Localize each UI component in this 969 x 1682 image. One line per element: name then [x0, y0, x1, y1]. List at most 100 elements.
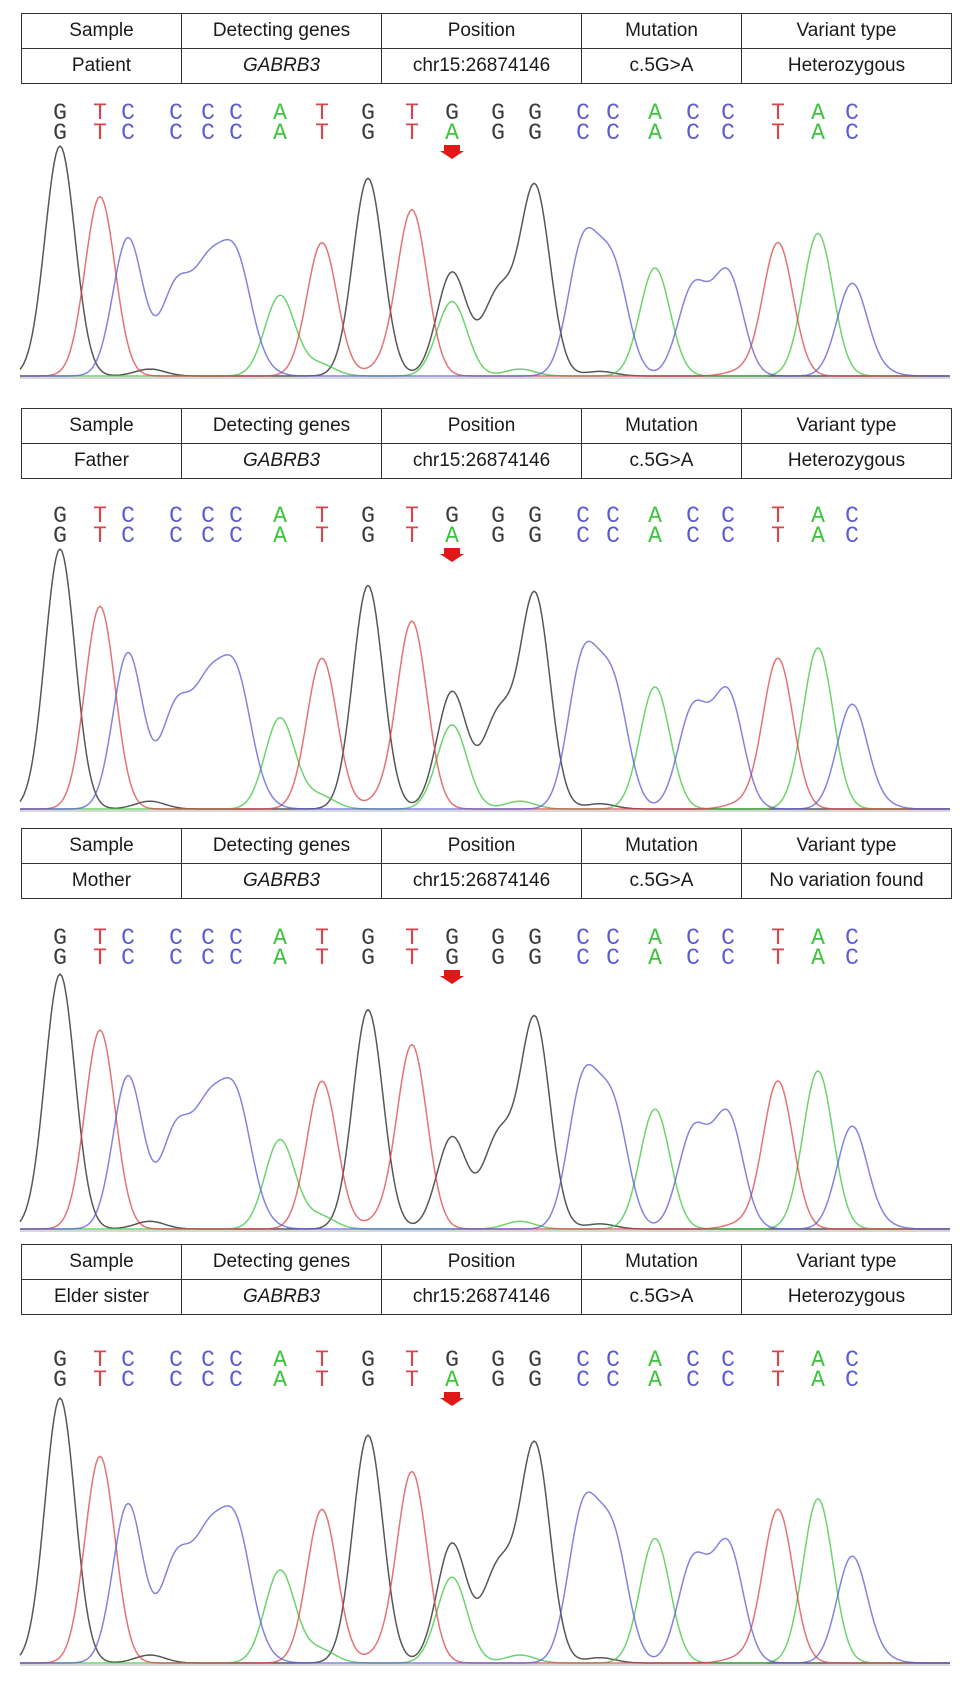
reference-base-12: G: [491, 503, 505, 529]
called-base-2: T: [93, 523, 107, 549]
base-calls-patient: G T C C C C A T G T G G G C C A C C T A CG T C C C C A T G T A G G C C A C C T…: [53, 100, 859, 159]
reference-base-19: T: [771, 1347, 785, 1373]
called-base-1: G: [53, 523, 67, 549]
reference-base-19: T: [771, 925, 785, 951]
called-base-5: C: [201, 120, 215, 146]
called-base-11: A: [445, 120, 459, 146]
reference-base-16: A: [648, 925, 662, 951]
trace-g-channel: [19, 1397, 950, 1664]
reference-base-4: C: [169, 1347, 183, 1373]
called-base-6: C: [229, 120, 243, 146]
header-mutation: Mutation: [581, 13, 742, 49]
reference-base-5: C: [201, 503, 215, 529]
header-detecting-genes: Detecting genes: [181, 408, 382, 444]
reference-base-13: G: [528, 100, 542, 126]
reference-base-19: T: [771, 100, 785, 126]
reference-base-8: T: [315, 925, 329, 951]
reference-base-1: G: [53, 100, 67, 126]
called-base-15: C: [606, 120, 620, 146]
called-base-4: C: [169, 945, 183, 971]
reference-base-6: C: [229, 1347, 243, 1373]
header-mutation: Mutation: [581, 1244, 742, 1280]
reference-base-10: T: [405, 503, 419, 529]
table-header-row: Sample Detecting genes Position Mutation…: [21, 13, 952, 49]
reference-base-8: T: [315, 503, 329, 529]
sequencing-panel-mother: Sample Detecting genes Position Mutation…: [0, 828, 969, 1246]
reference-base-15: C: [606, 1347, 620, 1373]
reference-base-14: C: [576, 925, 590, 951]
cell-mutation: c.5G>A: [581, 443, 742, 479]
called-base-9: G: [361, 945, 375, 971]
called-base-10: T: [405, 120, 419, 146]
reference-base-9: G: [361, 503, 375, 529]
reference-base-14: C: [576, 503, 590, 529]
called-base-13: G: [528, 523, 542, 549]
called-base-14: C: [576, 945, 590, 971]
cell-sample: Patient: [21, 48, 182, 84]
header-variant-type: Variant type: [741, 828, 952, 864]
called-base-19: T: [771, 523, 785, 549]
header-position: Position: [381, 408, 582, 444]
called-base-9: G: [361, 120, 375, 146]
table-row: Father GABRB3 chr15:26874146 c.5G>A Hete…: [21, 443, 952, 479]
called-base-6: C: [229, 945, 243, 971]
called-base-16: A: [648, 1367, 662, 1393]
reference-base-2: T: [93, 1347, 107, 1373]
variant-arrow-icon: [440, 970, 464, 984]
variant-arrow-icon: [440, 145, 464, 159]
called-base-18: C: [721, 1367, 735, 1393]
called-base-20: A: [811, 120, 825, 146]
reference-base-18: C: [721, 1347, 735, 1373]
called-base-14: C: [576, 1367, 590, 1393]
called-base-4: C: [169, 1367, 183, 1393]
called-base-10: T: [405, 523, 419, 549]
reference-base-10: T: [405, 925, 419, 951]
reference-base-21: C: [845, 1347, 859, 1373]
reference-base-11: G: [445, 1347, 459, 1373]
called-base-5: C: [201, 1367, 215, 1393]
called-base-12: G: [491, 523, 505, 549]
called-base-14: C: [576, 523, 590, 549]
reference-base-2: T: [93, 100, 107, 126]
called-base-17: C: [686, 523, 700, 549]
reference-base-17: C: [686, 100, 700, 126]
reference-base-4: C: [169, 100, 183, 126]
called-base-13: G: [528, 1367, 542, 1393]
reference-base-8: T: [315, 100, 329, 126]
reference-base-6: C: [229, 100, 243, 126]
called-base-12: G: [491, 120, 505, 146]
cell-sample: Mother: [21, 863, 182, 899]
called-base-20: A: [811, 523, 825, 549]
table-header-row: Sample Detecting genes Position Mutation…: [21, 828, 952, 864]
called-base-19: T: [771, 945, 785, 971]
called-base-9: G: [361, 1367, 375, 1393]
reference-base-19: T: [771, 503, 785, 529]
reference-base-10: T: [405, 1347, 419, 1373]
cell-variant-type: Heterozygous: [741, 443, 952, 479]
sequencing-panel-patient: Sample Detecting genes Position Mutation…: [0, 0, 969, 390]
called-base-10: T: [405, 1367, 419, 1393]
reference-base-5: C: [201, 100, 215, 126]
header-sample: Sample: [21, 828, 182, 864]
called-base-13: G: [528, 120, 542, 146]
reference-base-3: C: [121, 1347, 135, 1373]
reference-base-16: A: [648, 1347, 662, 1373]
cell-sample: Father: [21, 443, 182, 479]
reference-base-10: T: [405, 100, 419, 126]
table-header-row: Sample Detecting genes Position Mutation…: [21, 408, 952, 444]
trace-g-channel: [19, 973, 950, 1230]
called-base-3: C: [121, 120, 135, 146]
trace-c-channel: [20, 640, 950, 810]
called-base-8: T: [315, 523, 329, 549]
reference-base-1: G: [53, 1347, 67, 1373]
base-calls-father: G T C C C C A T G T G G G C C A C C T A CG T C C C C A T G T A G G C C A C C T…: [53, 503, 859, 562]
called-base-3: C: [121, 1367, 135, 1393]
trace-g-channel: [19, 145, 950, 377]
reference-base-13: G: [528, 503, 542, 529]
called-base-2: T: [93, 945, 107, 971]
info-table-patient: Sample Detecting genes Position Mutation…: [21, 13, 952, 84]
table-row: Elder sister GABRB3 chr15:26874146 c.5G>…: [21, 1279, 952, 1315]
reference-base-3: C: [121, 503, 135, 529]
called-base-11: G: [445, 945, 459, 971]
called-base-11: A: [445, 1367, 459, 1393]
